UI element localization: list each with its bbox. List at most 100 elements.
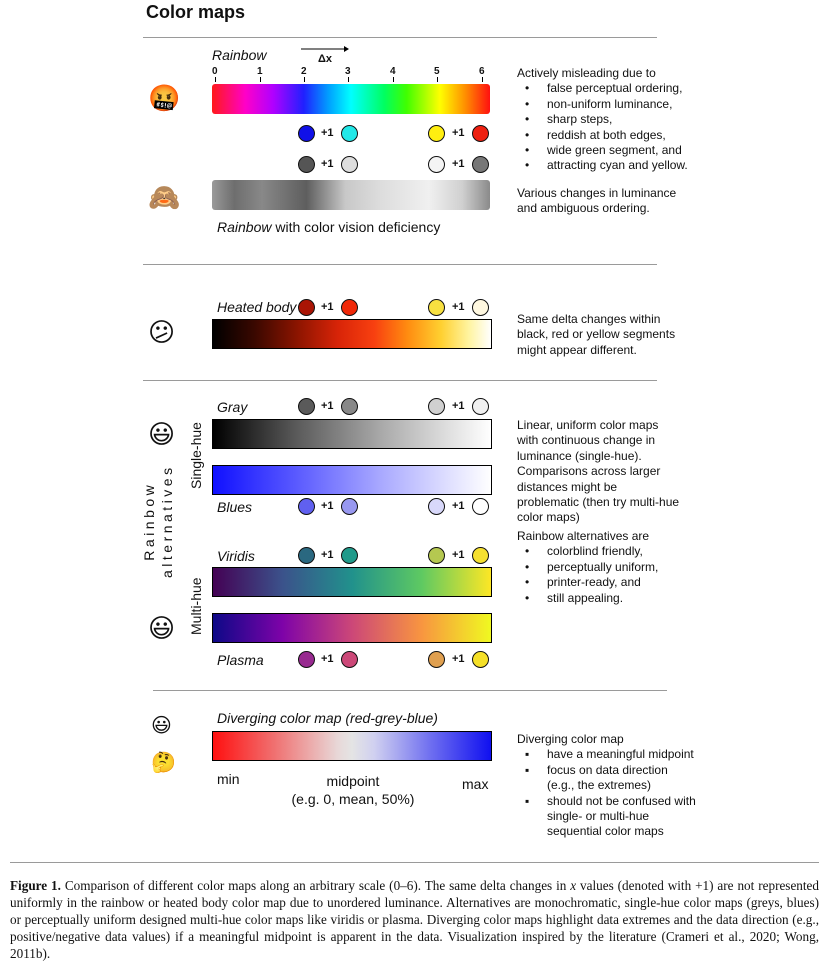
rainbow-dot xyxy=(472,125,489,142)
blues-dot xyxy=(298,498,315,515)
tick-label: 5 xyxy=(434,66,440,77)
plus-one-label: +1 xyxy=(321,653,334,665)
rainbow-dot xyxy=(298,125,315,142)
plus-one-label: +1 xyxy=(452,400,465,412)
heated-description: Same delta changes within black, red or … xyxy=(517,312,676,357)
cvd-dot xyxy=(472,156,489,173)
delta-x-arrow xyxy=(301,46,349,52)
viridis-colorbar xyxy=(212,567,492,597)
blues-label: Blues xyxy=(217,499,253,515)
heated-body-colorbar xyxy=(212,319,492,349)
cvd-dot xyxy=(428,156,445,173)
tick-mark xyxy=(215,77,216,82)
cvd-label: Rainbow with color vision deficiency xyxy=(217,219,440,235)
tick-label: 2 xyxy=(301,66,307,77)
multi-hue-label: Multi-hue xyxy=(188,577,204,635)
plus-one-label: +1 xyxy=(321,127,334,139)
plus-one-label: +1 xyxy=(452,500,465,512)
plus-one-label: +1 xyxy=(321,158,334,170)
plasma-colorbar xyxy=(212,613,492,643)
plus-one-label: +1 xyxy=(452,653,465,665)
gray-label: Gray xyxy=(217,399,248,415)
divider xyxy=(143,380,657,381)
single-hue-description: Linear, uniform color maps with continuo… xyxy=(517,418,680,525)
rainbow-cvd-colorbar xyxy=(212,180,490,210)
tick-label: 1 xyxy=(257,66,263,77)
blues-dot xyxy=(472,498,489,515)
plus-one-label: +1 xyxy=(452,158,465,170)
cvd-dot xyxy=(298,156,315,173)
alternatives-group-label-line2: alternatives xyxy=(159,464,175,578)
cvd-description: Various changes in luminance and ambiguo… xyxy=(517,186,677,216)
plasma-dot xyxy=(428,651,445,668)
plus-one-label: +1 xyxy=(452,301,465,313)
divider xyxy=(153,690,667,691)
rainbow-dot xyxy=(428,125,445,142)
tick-mark xyxy=(304,77,305,82)
diverging-description-item: focus on data direction (e.g., the extre… xyxy=(525,763,687,794)
gray-dot xyxy=(298,398,315,415)
viridis-dot xyxy=(298,547,315,564)
multi-hue-description-item: printer-ready, and xyxy=(525,575,717,591)
rainbow-description-item: attracting cyan and yellow. xyxy=(525,158,717,174)
gray-dot xyxy=(472,398,489,415)
rainbow-description-item: non-uniform luminance, xyxy=(525,97,717,113)
rainbow-description-item: sharp steps, xyxy=(525,112,717,128)
plus-one-label: +1 xyxy=(321,400,334,412)
heated-dot xyxy=(298,299,315,316)
diverging-description-item: have a meaningful midpoint xyxy=(525,747,717,763)
tick-mark xyxy=(482,77,483,82)
heated-dot xyxy=(428,299,445,316)
heated-dot xyxy=(472,299,489,316)
cvd-label-rest: with color vision deficiency xyxy=(271,219,441,235)
diverging-colorbar xyxy=(212,731,492,761)
gray-colorbar xyxy=(212,419,492,449)
diverging-midpoint-label: midpoint (e.g. 0, mean, 50%) xyxy=(278,772,428,808)
rainbow-dot xyxy=(341,125,358,142)
figure-caption: Figure 1. Comparison of different color … xyxy=(10,877,819,962)
tick-label: 6 xyxy=(479,66,485,77)
rainbow-description-item: false perceptual ordering, xyxy=(525,81,717,97)
viridis-dot xyxy=(428,547,445,564)
rainbow-description-item: reddish at both edges, xyxy=(525,128,717,144)
thinking-face-icon: 🤔 xyxy=(151,752,176,774)
diverging-min-label: min xyxy=(217,771,240,787)
plus-one-label: +1 xyxy=(452,549,465,561)
diverging-midpoint-text: midpoint xyxy=(326,773,380,789)
cvd-label-italic: Rainbow xyxy=(217,219,272,235)
multi-hue-description: Rainbow alternatives are colorblind frie… xyxy=(517,529,717,606)
diverging-label: Diverging color map (red-grey-blue) xyxy=(217,710,438,726)
plus-one-label: +1 xyxy=(321,301,334,313)
blues-dot xyxy=(341,498,358,515)
caption-text: Comparison of different color maps along… xyxy=(60,878,571,893)
diverging-description-item: should not be confused with single- or m… xyxy=(525,794,697,840)
plus-one-label: +1 xyxy=(452,127,465,139)
tick-mark xyxy=(260,77,261,82)
tick-label: 3 xyxy=(345,66,351,77)
viridis-dot xyxy=(341,547,358,564)
tick-label: 4 xyxy=(390,66,396,77)
gray-dot xyxy=(341,398,358,415)
plasma-dot xyxy=(298,651,315,668)
confused-face-icon: 😕 xyxy=(148,317,176,347)
rainbow-description-intro: Actively misleading due to xyxy=(517,66,656,80)
page-title: Color maps xyxy=(146,2,246,22)
tick-mark xyxy=(393,77,394,82)
divider xyxy=(143,264,657,265)
see-no-evil-monkey-icon: 🙈 xyxy=(148,182,181,212)
rainbow-colorbar xyxy=(212,84,490,114)
tick-label: 0 xyxy=(212,66,218,77)
plasma-dot xyxy=(341,651,358,668)
alternatives-group-label-line1: Rainbow xyxy=(141,481,157,561)
diverging-midpoint-note: (e.g. 0, mean, 50%) xyxy=(291,791,415,807)
diverging-max-label: max xyxy=(462,776,489,792)
smiley-face-icon: 😃 xyxy=(148,613,176,643)
caption-variable: x xyxy=(570,878,577,893)
diverging-description: Diverging color map have a meaningful mi… xyxy=(517,732,717,840)
plus-one-label: +1 xyxy=(321,549,334,561)
multi-hue-description-item: still appealing. xyxy=(525,591,717,607)
smiley-face-icon: 😃 xyxy=(151,715,172,737)
multi-hue-description-intro: Rainbow alternatives are xyxy=(517,529,650,543)
divider xyxy=(10,862,819,863)
delta-x-label: Δx xyxy=(318,53,333,65)
